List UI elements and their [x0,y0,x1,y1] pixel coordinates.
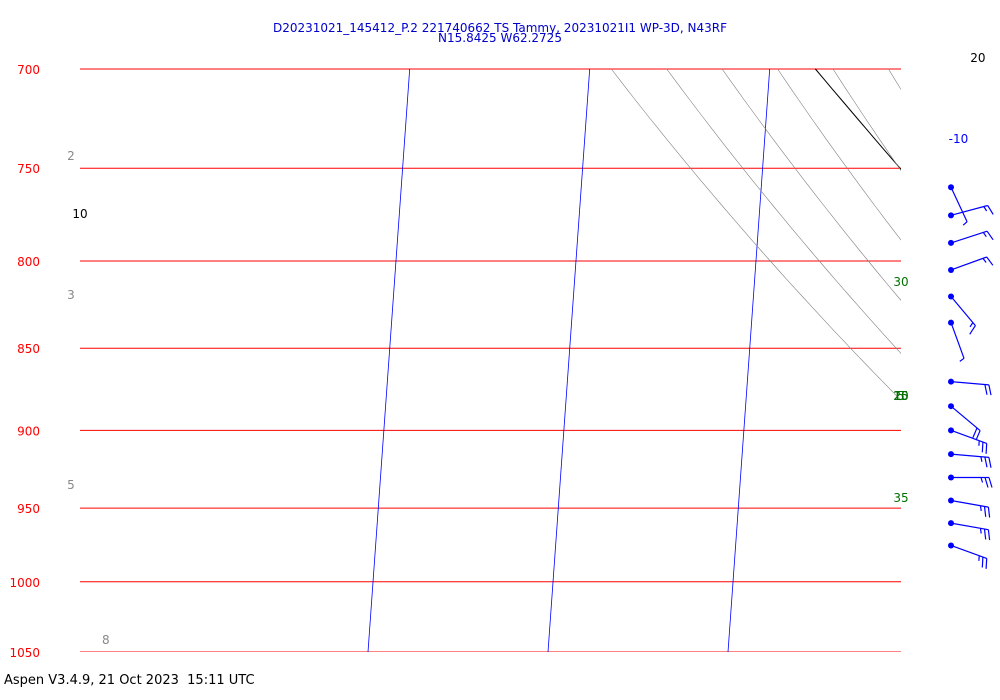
moist-adiabat-label: 5 [67,478,75,492]
isotherm-line [727,68,771,652]
wind-barb-flag [984,456,988,468]
wind-barb [948,542,988,569]
wind-barb-flag [972,427,978,438]
wind-barb-flag [985,443,988,454]
wind-barb-half-flag [959,357,965,362]
wind-barb [948,474,993,488]
isotherm-label: -10 [949,132,969,146]
wind-barb [948,378,992,396]
dry-adiabat-label: 10 [72,207,87,221]
moist-adiabat-label: 2 [67,149,75,163]
wind-barb [948,319,965,362]
wind-barb-staff [950,186,968,222]
wind-barb-flag [981,441,984,453]
wind-barb-flag [984,477,989,488]
moist-adiabat-line [721,68,901,301]
mixing-ratio-label: 15 [893,389,908,403]
pressure-label: 850 [17,342,40,356]
moist-adiabat-label: 3 [67,288,75,302]
wind-barb-flag [988,477,993,488]
wind-barb-flag [975,430,981,441]
mixing-ratio-label: 20 [893,389,908,403]
wind-barbs [948,184,994,569]
pressure-label: 1050 [9,646,40,660]
chart-title: D20231021_145412_P.2 221740662 TS Tammy,… [273,21,727,35]
mixing-ratio-label: 25 [893,389,908,403]
wind-barb-half-flag [982,232,987,238]
wind-barb-flag [981,557,984,568]
wind-barb-flag [983,529,987,540]
wind-barb [948,256,994,273]
moist-adiabat-line [777,68,901,241]
wind-barb-flag [986,230,994,241]
wind-barb-staff [950,522,989,531]
pressure-label: 950 [17,502,40,516]
moist-adiabat-line [888,68,901,90]
wind-barb-flag [986,256,994,266]
dry-adiabat-line [978,69,1000,652]
wind-barb-flag [987,205,994,215]
axis-labels: 70075080085090095010001050-1001020301216… [9,51,985,660]
wind-barb-half-flag [980,477,984,483]
wind-barb-staff [950,204,988,216]
pressure-label: 1000 [9,576,40,590]
wind-barb-flag [983,506,987,517]
wind-barb-staff [950,296,976,326]
wind-barb [948,204,994,219]
wind-barb [948,293,976,335]
app-footer: Aspen V3.4.9, 21 Oct 2023 15:11 UTC [4,673,255,688]
pressure-label: 900 [17,424,40,438]
wind-barb-staff [950,499,989,508]
wind-barb [948,520,991,541]
pressure-label: 800 [17,255,40,269]
isotherm-line [367,68,411,652]
wind-barb [948,184,968,226]
dry-adiabat-label: 20 [970,51,985,65]
wind-barb-staff [950,453,989,458]
chart-subtitle: N15.8425 W62.2725 [438,31,562,45]
bottom-theta-label: 8 [102,633,110,647]
wind-barb-flag [985,558,988,569]
wind-barb-half-flag [962,221,968,226]
wind-barb-half-flag [980,456,983,462]
wind-barb-half-flag [969,322,974,328]
wind-barb [948,230,994,246]
mixing-ratio-label: 30 [893,275,908,289]
wind-barb-staff [950,544,987,559]
wind-barb-staff [950,230,988,244]
moist-adiabat-line [832,68,901,172]
moist-adiabat-line [666,68,901,354]
moist-adiabat-line [610,68,901,401]
grid-lines [80,68,1000,652]
isotherm-line [547,68,591,652]
wind-barb-half-flag [979,528,982,534]
pressure-label: 750 [17,162,40,176]
wind-barb-staff [950,381,989,386]
mixing-ratio-label: 35 [893,491,908,505]
wind-barb [948,403,981,441]
wind-barb [948,451,992,468]
wind-barb-flag [987,507,991,518]
wind-barb-flag [969,325,976,335]
wind-barb-flag [988,457,992,468]
pressure-label: 700 [17,63,40,77]
wind-barb-flag [988,384,992,396]
wind-barb-half-flag [979,505,982,511]
moist-adiabat-line [944,69,1000,652]
wind-barb [948,497,991,518]
wind-barb-staff [950,405,981,432]
isotherm-line [908,69,950,652]
wind-barb-half-flag [983,206,988,212]
wind-barb-flag [987,529,991,541]
wind-barb-staff [950,429,987,444]
wind-barb [948,427,988,454]
dry-adiabat-line [814,68,901,171]
wind-barb-staff [950,322,965,359]
wind-barb-flag [984,384,988,395]
mixing-ratio-label: 10 [893,389,908,403]
wind-barb-half-flag [982,257,987,263]
wind-barb-staff [950,256,987,271]
mixing-ratio-label: 5 [897,389,905,403]
